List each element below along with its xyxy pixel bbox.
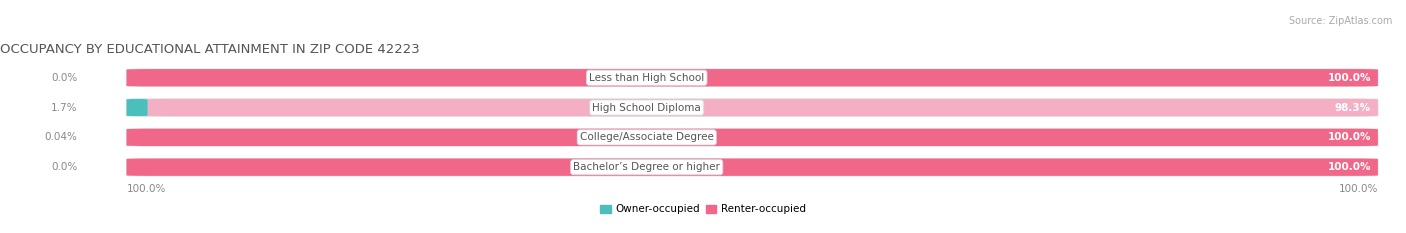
Text: 100.0%: 100.0%	[127, 184, 166, 194]
Text: College/Associate Degree: College/Associate Degree	[579, 132, 714, 142]
Text: 98.3%: 98.3%	[1334, 103, 1371, 113]
Text: 100.0%: 100.0%	[1327, 132, 1371, 142]
Text: 1.7%: 1.7%	[51, 103, 77, 113]
Text: OCCUPANCY BY EDUCATIONAL ATTAINMENT IN ZIP CODE 42223: OCCUPANCY BY EDUCATIONAL ATTAINMENT IN Z…	[0, 43, 420, 56]
Text: Bachelor’s Degree or higher: Bachelor’s Degree or higher	[574, 162, 720, 172]
Text: 0.04%: 0.04%	[45, 132, 77, 142]
Text: 100.0%: 100.0%	[1327, 162, 1371, 172]
Text: 0.0%: 0.0%	[51, 73, 77, 83]
FancyBboxPatch shape	[127, 158, 1378, 176]
FancyBboxPatch shape	[127, 99, 1378, 116]
FancyBboxPatch shape	[127, 69, 1378, 86]
Text: 0.0%: 0.0%	[51, 162, 77, 172]
Text: Less than High School: Less than High School	[589, 73, 704, 83]
FancyBboxPatch shape	[127, 129, 1378, 146]
Text: 100.0%: 100.0%	[1339, 184, 1378, 194]
FancyBboxPatch shape	[127, 158, 1378, 176]
FancyBboxPatch shape	[127, 69, 1378, 86]
FancyBboxPatch shape	[148, 99, 1378, 116]
FancyBboxPatch shape	[127, 99, 148, 116]
Text: Source: ZipAtlas.com: Source: ZipAtlas.com	[1288, 16, 1392, 26]
FancyBboxPatch shape	[127, 129, 1378, 146]
Text: 100.0%: 100.0%	[1327, 73, 1371, 83]
Text: High School Diploma: High School Diploma	[592, 103, 702, 113]
Legend: Owner-occupied, Renter-occupied: Owner-occupied, Renter-occupied	[596, 200, 810, 219]
